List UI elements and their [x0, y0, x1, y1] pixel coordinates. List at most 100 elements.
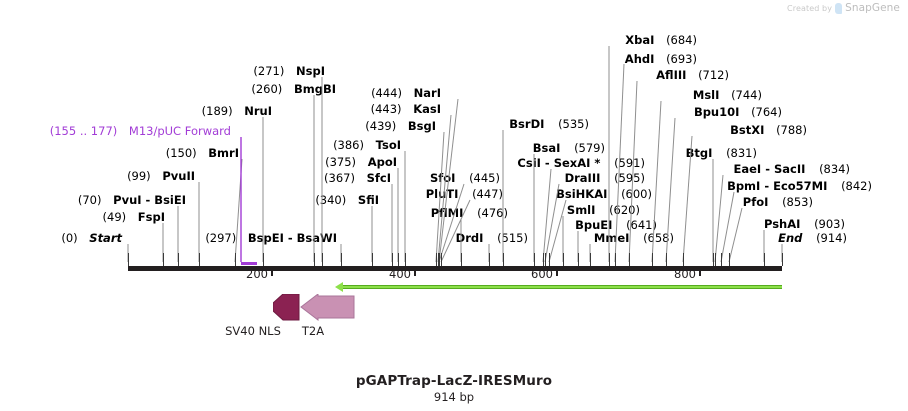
site-tick [629, 253, 630, 266]
green-orf-arrowhead-icon [335, 282, 343, 292]
feature-label-sv40-nls: SV40 NLS [225, 324, 281, 338]
site-label-ahdi: AhdI (693) [624, 52, 697, 66]
site-label-sfci: (367) SfcI [324, 171, 391, 185]
site-tick [439, 253, 440, 266]
site-label-smli: SmlI (620) [566, 203, 640, 217]
site-label-bpuei: BpuEI (641) [575, 218, 657, 232]
site-label-bsrdi: BsrDI (535) [509, 117, 589, 131]
ruler-label-800: 800 [674, 267, 696, 281]
site-label-nrui: (189) NruI [201, 104, 272, 118]
site-label-csii-sexai: CsiI - SexAI * (591) [517, 156, 645, 170]
ruler-tick-200 [271, 267, 273, 276]
ruler-label-400: 400 [389, 267, 411, 281]
site-tick [563, 253, 564, 266]
site-label-mmei: MmeI (658) [593, 231, 674, 245]
ruler-label-200: 200 [246, 267, 268, 281]
site-tick [178, 253, 179, 266]
plasmid-title: pGAPTrap-LacZ-IRESMuro [355, 373, 553, 389]
snapgene-credit: Created by SnapGene [787, 2, 900, 14]
ruler-tick-600 [556, 267, 558, 276]
site-tick [235, 253, 236, 266]
site-tick [764, 253, 765, 266]
snapgene-brand-name: SnapGene [845, 2, 900, 14]
site-tick [405, 253, 406, 266]
site-tick [590, 253, 591, 266]
site-label-bsihkai: BsiHKAI (600) [556, 187, 652, 201]
site-label-pluti: PluTI (447) [425, 187, 503, 201]
site-label-fspi: (49) FspI [102, 210, 165, 224]
primer-label-m13-puc-forward: (155 .. 177) M13/pUC Forward [49, 124, 231, 138]
site-tick [341, 253, 342, 266]
credit-prefix: Created by [787, 3, 833, 13]
green-orf-bar [343, 285, 782, 289]
plasmid-length: 914 bp [433, 390, 475, 404]
site-tick [545, 253, 546, 266]
site-tick [683, 253, 684, 266]
site-tick [715, 253, 716, 266]
site-label-apoi: (375) ApoI [325, 155, 397, 169]
site-tick [436, 253, 437, 266]
snapgene-logo-icon [835, 2, 843, 14]
site-label-xbai: XbaI (684) [625, 33, 697, 47]
site-tick [729, 253, 730, 266]
site-label-start: (0) Start [61, 231, 122, 245]
site-label-tsoi: (386) TsoI [333, 138, 401, 152]
site-label-btgi: BtgI (831) [685, 146, 757, 160]
site-tick [489, 253, 490, 266]
ruler-tick-800 [699, 267, 701, 276]
site-label-nspi: (271) NspI [253, 64, 325, 78]
ruler-tick-400 [414, 267, 416, 276]
site-tick [615, 253, 616, 266]
site-label-pflmi: PflMI (476) [430, 206, 508, 220]
site-label-end: End (914) [778, 231, 847, 245]
site-label-bsgi: (439) BsgI [365, 119, 436, 133]
site-label-bmri: (150) BmrI [165, 146, 239, 160]
site-tick [372, 253, 373, 266]
site-label-nari: (444) NarI [371, 86, 441, 100]
site-tick [503, 253, 504, 266]
ruler-label-600: 600 [531, 267, 553, 281]
site-tick [398, 253, 399, 266]
site-label-bpu10i: Bpu10I (764) [693, 105, 782, 119]
site-tick [314, 253, 315, 266]
site-label-pshai: PshAI (903) [763, 217, 845, 231]
site-tick [534, 253, 535, 266]
primer-feature-bar [241, 262, 257, 265]
site-label-pvui-bsiei: (70) PvuI - BsiEI [77, 193, 186, 207]
site-tick [392, 253, 393, 266]
site-label-pfoi: PfoI (853) [742, 195, 813, 209]
site-tick [199, 253, 200, 266]
site-label-kasi: (443) KasI [370, 102, 441, 116]
site-tick [609, 253, 610, 266]
site-tick [322, 253, 323, 266]
site-tick [438, 253, 439, 266]
site-tick [128, 253, 129, 266]
site-label-bpmi-eco57mi: BpmI - Eco57MI (842) [727, 179, 872, 193]
site-label-pvuii: (99) PvuII [127, 169, 195, 183]
site-label-afliii: AflIII (712) [656, 68, 729, 82]
site-tick [713, 253, 714, 266]
site-label-msli: MslI (744) [692, 88, 762, 102]
site-label-sfoi: SfoI (445) [429, 171, 500, 185]
feature-label-t2a: T2A [301, 324, 325, 338]
site-tick [782, 253, 783, 266]
site-label-bstxi: BstXI (788) [730, 123, 807, 137]
site-tick [666, 253, 667, 266]
site-tick [461, 253, 462, 266]
site-tick [441, 253, 442, 266]
site-tick [549, 253, 550, 266]
site-tick [652, 253, 653, 266]
feature-arrow-sv40-nls[interactable] [273, 294, 301, 322]
site-label-bspei-bsawi: (297) BspEI - BsaWI [205, 231, 337, 245]
site-label-eaei-sacii: EaeI - SacII (834) [733, 162, 851, 176]
site-tick [263, 253, 264, 266]
site-tick [578, 253, 579, 266]
site-label-bsai: BsaI (579) [532, 141, 605, 155]
sequence-backbone [128, 266, 782, 271]
feature-arrow-t2a[interactable] [300, 294, 356, 322]
site-label-draiii: DraIII (595) [564, 171, 645, 185]
site-label-drdi: DrdI (515) [455, 231, 528, 245]
site-tick [163, 253, 164, 266]
site-tick [721, 253, 722, 266]
